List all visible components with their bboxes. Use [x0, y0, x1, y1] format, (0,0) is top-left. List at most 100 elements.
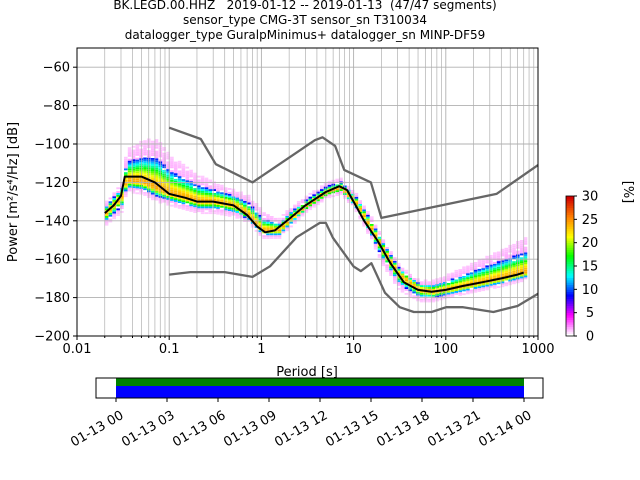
density-cell — [173, 173, 178, 176]
density-cell — [235, 197, 239, 200]
density-cell — [247, 210, 251, 213]
density-cell — [519, 261, 524, 263]
density-cell — [193, 174, 197, 177]
density-cell — [185, 195, 190, 198]
density-cell — [127, 183, 132, 186]
density-cell — [208, 198, 213, 201]
density-cell — [366, 230, 370, 232]
density-cell — [404, 285, 409, 288]
density-cell — [258, 207, 263, 209]
density-cell — [335, 190, 339, 193]
density-cell — [173, 165, 178, 168]
density-cell — [223, 214, 228, 217]
density-cell — [181, 173, 186, 176]
density-cell — [446, 275, 451, 278]
density-cell — [296, 208, 301, 211]
density-cell — [212, 189, 216, 191]
density-cell — [127, 162, 132, 165]
density-cell — [223, 210, 228, 213]
density-cell — [170, 160, 174, 163]
density-cell — [154, 141, 159, 143]
density-cell — [227, 191, 232, 194]
density-cell — [193, 201, 197, 204]
density-cell — [150, 190, 155, 193]
density-cell — [300, 212, 305, 215]
density-cell — [450, 272, 455, 275]
density-cell — [519, 249, 524, 252]
density-cell — [197, 179, 201, 182]
density-cell — [285, 227, 289, 230]
density-cell — [193, 195, 197, 198]
colorbar-cell — [566, 228, 574, 232]
density-cell — [154, 169, 159, 172]
colorbar-cell — [566, 217, 574, 220]
density-cell — [208, 202, 213, 205]
density-cell — [304, 197, 309, 200]
density-cell — [104, 204, 109, 207]
density-cell — [193, 180, 197, 183]
density-cell — [419, 292, 424, 295]
density-cell — [131, 151, 136, 154]
density-cell — [200, 193, 205, 195]
y-tick-label: −200 — [34, 330, 70, 345]
density-cell — [247, 214, 251, 216]
colorbar-tick-label: 25 — [582, 213, 599, 228]
density-cell — [216, 197, 220, 200]
density-cell — [220, 211, 224, 214]
density-cell — [104, 223, 109, 226]
density-cell — [504, 249, 509, 252]
time-tick-label: 01-13 21 — [425, 408, 483, 450]
density-cell — [112, 194, 116, 197]
colorbar-cell — [566, 280, 574, 283]
density-cell — [504, 253, 509, 256]
density-cell — [143, 151, 147, 154]
colorbar-cell — [566, 308, 574, 311]
density-cell — [204, 187, 209, 190]
density-cell — [466, 282, 470, 285]
density-cell — [493, 254, 497, 257]
plot-title-line-1: BK.LEGD.00.HHZ 2019-01-12 -- 2019-01-13 … — [113, 0, 497, 12]
density-cell — [220, 192, 224, 195]
density-cell — [124, 179, 128, 182]
density-cell — [512, 276, 516, 279]
density-cell — [304, 207, 309, 209]
density-cell — [173, 203, 178, 206]
density-cell — [427, 289, 432, 291]
colorbar-cell — [566, 268, 574, 272]
density-cell — [296, 202, 301, 205]
density-cell — [493, 283, 497, 285]
density-cell — [377, 232, 382, 235]
density-cell — [316, 201, 320, 204]
density-cell — [131, 178, 136, 181]
density-cell — [339, 193, 343, 195]
density-cell — [373, 240, 378, 242]
density-cell — [523, 260, 528, 263]
density-cell — [154, 144, 159, 147]
density-cell — [197, 175, 201, 178]
density-cell — [393, 278, 397, 280]
density-cell — [216, 183, 220, 186]
density-cell — [104, 216, 109, 218]
density-cell — [193, 190, 197, 192]
density-cell — [131, 180, 136, 183]
density-cell — [235, 193, 239, 196]
density-cell — [362, 211, 366, 214]
density-cell — [396, 266, 401, 269]
density-cell — [127, 154, 132, 157]
density-cell — [477, 286, 482, 289]
density-cell — [523, 248, 528, 251]
density-cell — [262, 227, 266, 230]
density-cell — [150, 175, 155, 178]
density-cell — [177, 197, 182, 200]
density-cell — [212, 196, 216, 199]
density-cell — [350, 201, 355, 204]
density-cell — [439, 279, 443, 282]
density-cell — [300, 205, 305, 207]
density-cell — [316, 197, 320, 200]
density-cell — [512, 272, 516, 275]
density-cell — [162, 171, 166, 174]
density-cell — [154, 166, 159, 168]
density-cell — [135, 167, 140, 170]
density-cell — [458, 278, 462, 281]
density-cell — [127, 177, 132, 180]
